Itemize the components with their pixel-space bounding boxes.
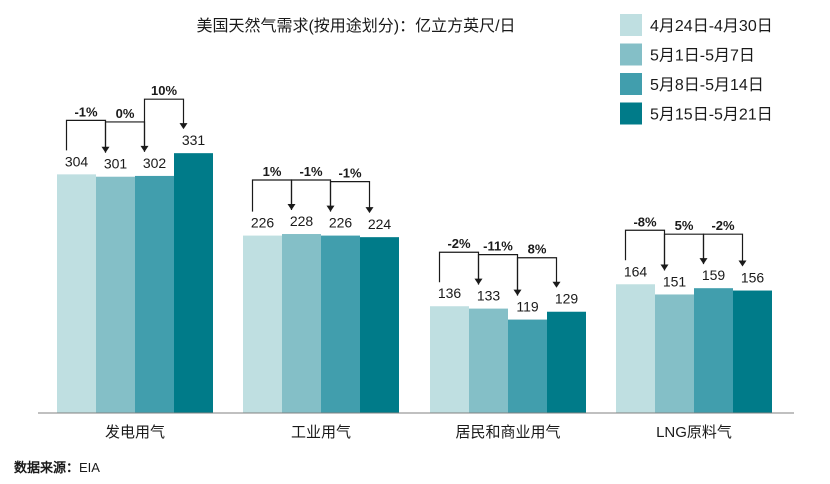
change-arrowhead (738, 260, 747, 267)
bar-value-label: 304 (65, 153, 89, 169)
bar (174, 153, 213, 414)
legend-swatch (620, 43, 642, 66)
change-label: -1% (74, 104, 98, 119)
legend: 4月24日-4月30日 5月1日-5月7日 5月8日-5月14日 5月15日-5月21… (620, 14, 773, 125)
change-bracket (516, 257, 558, 296)
bar (321, 235, 360, 413)
change-label: 5% (675, 218, 694, 233)
change-label: 10% (151, 83, 177, 98)
legend-swatch (620, 102, 642, 125)
chart-title: 美国天然气需求(按用途划分)：亿立方英尺/日 (196, 17, 515, 35)
bar (243, 235, 282, 413)
source-value: EIA (79, 460, 100, 475)
bar-value-label: 224 (368, 216, 392, 232)
bar (96, 176, 135, 413)
bar-value-label: 136 (438, 285, 462, 301)
bar (135, 175, 174, 413)
change-label: -1% (299, 164, 323, 179)
bar-value-label: 164 (624, 263, 648, 279)
bar (360, 237, 399, 413)
bar-value-label: 331 (182, 132, 206, 148)
bar-value-label: 301 (104, 156, 128, 172)
change-bracket (290, 179, 332, 211)
category-labels: 发电用气 工业用气 居民和商业用气 LNG原料气 (105, 424, 732, 441)
change-bracket (477, 253, 519, 291)
bar (469, 308, 508, 413)
change-annotations-layer: -1% 0% 10% 1% -1% -1% -2% -11% 8% -8% 5% -2% (65, 83, 747, 296)
bar-value-label: 129 (555, 291, 579, 307)
source-label: 数据来源： (14, 460, 79, 475)
change-label: -2% (711, 218, 735, 233)
bar (733, 290, 772, 413)
bar-value-label: 133 (477, 288, 501, 304)
legend-swatch (620, 73, 642, 95)
bar (430, 306, 469, 413)
legend-label: 4月24日-4月30日 (650, 18, 773, 35)
bar-value-label: 302 (143, 155, 167, 171)
change-arrowhead (552, 281, 561, 288)
change-bracket (438, 251, 480, 283)
change-bracket (329, 180, 371, 212)
bar (547, 311, 586, 413)
change-label: -8% (633, 214, 657, 229)
change-bracket (65, 119, 107, 151)
bar (616, 284, 655, 413)
change-label: 0% (116, 106, 135, 121)
bar-value-label: 119 (516, 299, 539, 315)
change-label: 1% (263, 164, 282, 179)
category-label: 发电用气 (105, 424, 165, 441)
bar-value-label: 228 (290, 213, 314, 229)
change-label: -2% (447, 236, 471, 251)
category-label: LNG原料气 (656, 424, 732, 441)
change-bracket (624, 229, 666, 266)
bar-value-label: 159 (702, 267, 726, 283)
legend-swatch (620, 14, 642, 36)
bar-value-label: 226 (329, 215, 353, 231)
bars-layer: 304 301 302 331 226 228 226 224 136 133 119 129 164 1… (57, 132, 772, 414)
change-label: -1% (338, 166, 362, 181)
change-bracket (702, 233, 744, 265)
legend-label: 5月15日-5月21日 (650, 107, 773, 124)
category-label: 居民和商业用气 (455, 424, 560, 441)
change-label: 8% (528, 242, 547, 257)
legend-label: 5月1日-5月7日 (650, 48, 755, 65)
change-arrowhead (365, 207, 374, 214)
source-note: 数据来源：EIA (14, 460, 100, 475)
bar (508, 319, 547, 413)
bar-value-label: 156 (741, 270, 765, 286)
bar-value-label: 226 (251, 215, 275, 231)
bar (655, 294, 694, 413)
bar (57, 174, 96, 413)
change-bracket (143, 98, 185, 152)
bar-value-label: 151 (663, 273, 687, 289)
bar (694, 288, 733, 413)
legend-label: 5月8日-5月14日 (650, 77, 764, 94)
category-label: 工业用气 (291, 424, 351, 441)
change-bracket (104, 121, 146, 153)
change-bracket (663, 233, 705, 271)
bar (282, 234, 321, 413)
change-label: -11% (483, 239, 513, 254)
change-bracket (251, 179, 293, 212)
change-arrowhead (179, 123, 188, 130)
